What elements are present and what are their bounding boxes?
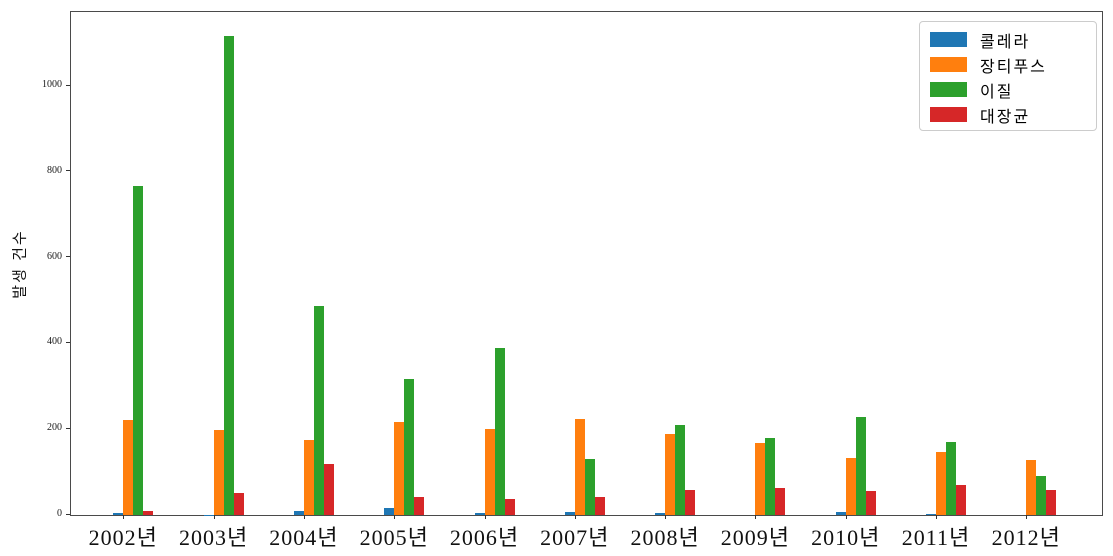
x-tick-mark — [303, 515, 305, 519]
legend-swatch-icon — [930, 107, 967, 122]
y-tick-label: 800 — [47, 164, 62, 176]
x-tick-label: 2010년 — [811, 525, 881, 550]
x-tick-mark — [213, 515, 215, 519]
bar-장티푸스-2002년 — [123, 420, 134, 515]
bar-이질-2002년 — [133, 186, 144, 515]
bar-콜레라-2005년 — [384, 508, 395, 515]
legend-label: 대장균 — [980, 108, 1031, 126]
x-tick-mark — [845, 515, 847, 519]
legend-swatch-icon — [930, 32, 967, 47]
y-tick-mark — [66, 170, 70, 172]
y-tick-mark — [66, 513, 70, 515]
x-tick-label: 2006년 — [449, 525, 520, 550]
bar-콜레라-2006년 — [474, 512, 485, 515]
legend-label: 이질 — [980, 83, 1014, 101]
y-tick-label: 400 — [47, 336, 62, 348]
bar-장티푸스-2007년 — [574, 419, 585, 515]
y-tick-label: 200 — [47, 422, 62, 434]
legend-item: 장티푸스 — [920, 52, 1096, 77]
x-tick-mark — [665, 515, 667, 519]
bar-장티푸스-2004년 — [303, 440, 314, 515]
bar-콜레라-2002년 — [113, 512, 124, 515]
y-tick-mark — [66, 427, 70, 429]
bar-대장균-2011년 — [956, 484, 966, 515]
bar-이질-2006년 — [494, 348, 505, 515]
bar-대장균-2012년 — [1046, 490, 1057, 515]
x-tick-mark — [1026, 515, 1028, 519]
bar-장티푸스-2006년 — [484, 429, 495, 515]
x-tick-label: 2009년 — [720, 525, 791, 550]
bar-대장균-2006년 — [504, 499, 515, 515]
bar-장티푸스-2011년 — [936, 451, 946, 515]
legend-label: 콜레라 — [980, 33, 1031, 51]
y-tick-label: 600 — [47, 250, 62, 262]
bar-이질-2010년 — [855, 417, 866, 515]
bar-이질-2005년 — [404, 379, 415, 515]
bar-이질-2009년 — [765, 437, 776, 515]
bar-대장균-2008년 — [685, 490, 696, 515]
y-tick-label: 0 — [57, 508, 62, 519]
y-tick-mark — [66, 84, 70, 86]
bar-대장균-2007년 — [594, 497, 605, 515]
bar-장티푸스-2009년 — [755, 442, 766, 515]
bar-이질-2008년 — [675, 425, 686, 515]
bar-콜레라-2011년 — [926, 513, 936, 515]
legend-item: 대장균 — [920, 102, 1096, 127]
x-tick-mark — [394, 515, 396, 519]
bar-대장균-2003년 — [233, 492, 244, 515]
bar-장티푸스-2010년 — [845, 457, 856, 515]
bar-대장균-2005년 — [414, 496, 425, 515]
bar-장티푸스-2005년 — [394, 421, 405, 515]
x-tick-label: 2003년 — [178, 525, 249, 550]
x-tick-label: 2011년 — [901, 525, 971, 550]
legend-swatch-icon — [930, 82, 967, 97]
bar-장티푸스-2012년 — [1026, 459, 1037, 515]
x-tick-mark — [484, 515, 486, 519]
x-tick-label: 2004년 — [269, 525, 339, 550]
bar-대장균-2004년 — [323, 464, 334, 515]
bar-콜레라-2004년 — [293, 510, 304, 515]
x-tick-mark — [936, 515, 937, 519]
x-tick-mark — [123, 515, 125, 519]
bar-이질-2004년 — [313, 306, 324, 515]
x-tick-label: 2012년 — [991, 525, 1061, 550]
bar-대장균-2009년 — [775, 488, 786, 515]
legend-label: 장티푸스 — [980, 58, 1047, 76]
x-tick-label: 2005년 — [359, 525, 429, 550]
legend-item: 이질 — [920, 77, 1096, 102]
x-tick-mark — [755, 515, 757, 519]
y-axis-label: 발생 건수 — [11, 229, 29, 299]
y-tick-label: 1000 — [42, 79, 62, 91]
bar-이질-2007년 — [584, 458, 595, 515]
bar-이질-2012년 — [1036, 476, 1047, 515]
bar-장티푸스-2003년 — [213, 429, 224, 515]
bar-대장균-2010년 — [865, 491, 876, 515]
bar-이질-2003년 — [223, 36, 234, 515]
legend-item: 콜레라 — [920, 27, 1096, 52]
y-tick-mark — [66, 341, 70, 343]
x-tick-label: 2002년 — [88, 525, 158, 550]
y-tick-mark — [66, 256, 70, 258]
bar-대장균-2002년 — [143, 511, 154, 515]
bar-콜레라-2007년 — [564, 512, 575, 515]
bar-이질-2011년 — [946, 441, 956, 515]
legend-swatch-icon — [930, 57, 967, 72]
bar-콜레라-2008년 — [655, 512, 666, 515]
x-tick-mark — [574, 515, 576, 519]
bar-장티푸스-2008년 — [665, 434, 676, 515]
x-tick-label: 2008년 — [630, 525, 700, 550]
x-tick-label: 2007년 — [540, 525, 610, 550]
bar-콜레라-2010년 — [835, 511, 846, 515]
